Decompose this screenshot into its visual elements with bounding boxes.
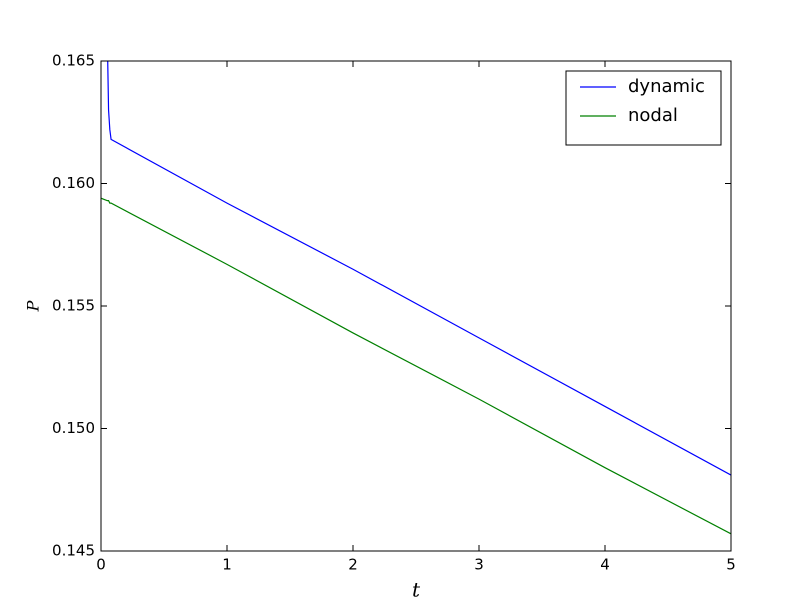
- x-tick-label: 4: [600, 556, 610, 574]
- y-tick-label: 0.165: [52, 52, 95, 70]
- y-tick-label: 0.150: [52, 419, 95, 437]
- legend-label: nodal: [628, 105, 678, 126]
- x-tick-label: 5: [726, 556, 736, 574]
- y-axis-label: P: [24, 300, 43, 312]
- legend-box: [565, 70, 722, 146]
- x-tick-label: 1: [222, 556, 232, 574]
- y-tick-label: 0.160: [52, 174, 95, 192]
- data-line: [101, 197, 731, 535]
- data-line: [107, 61, 731, 476]
- y-tick-label: 0.145: [52, 542, 95, 560]
- y-tick-label: 0.155: [52, 297, 95, 315]
- legend-label: dynamic: [628, 76, 705, 97]
- x-tick-label: 0: [96, 556, 106, 574]
- plot-lines: [101, 61, 731, 535]
- x-tick-label: 3: [474, 556, 484, 574]
- x-tick-label: 2: [348, 556, 358, 574]
- x-axis-label: t: [412, 578, 421, 602]
